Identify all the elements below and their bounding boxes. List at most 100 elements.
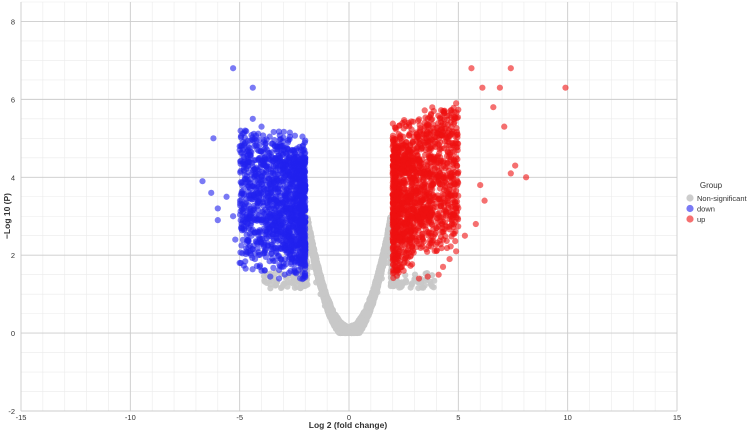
point-down <box>208 190 214 196</box>
point-non-significant <box>326 312 332 318</box>
point-down <box>264 240 270 246</box>
point-down <box>268 233 274 239</box>
point-down <box>199 178 205 184</box>
point-down <box>288 259 294 265</box>
point-down <box>273 236 279 242</box>
point-down <box>232 237 238 243</box>
point-down <box>252 256 258 262</box>
point-down <box>269 159 275 165</box>
point-non-significant <box>378 264 384 270</box>
point-down <box>299 169 305 175</box>
point-down <box>302 237 308 243</box>
point-down <box>246 195 252 201</box>
point-down <box>247 176 253 182</box>
point-non-significant <box>321 284 327 290</box>
point-non-significant <box>280 281 286 287</box>
point-down <box>245 159 251 165</box>
point-down <box>284 250 290 256</box>
point-up <box>426 198 432 204</box>
point-down <box>292 207 298 213</box>
point-down <box>238 217 244 223</box>
point-down <box>296 162 302 168</box>
point-down <box>268 189 274 195</box>
point-up <box>448 243 454 249</box>
point-down <box>300 142 306 148</box>
point-down <box>281 263 287 269</box>
point-down <box>258 182 264 188</box>
point-down <box>275 189 281 195</box>
point-down <box>244 221 250 227</box>
point-down <box>264 209 270 215</box>
point-down <box>302 156 308 162</box>
point-down <box>261 139 267 145</box>
point-down <box>270 265 276 271</box>
point-down <box>249 266 255 272</box>
point-down <box>237 260 243 266</box>
point-down <box>215 205 221 211</box>
point-down <box>260 250 266 256</box>
point-down <box>258 124 264 130</box>
point-down <box>250 116 256 122</box>
point-down <box>215 217 221 223</box>
point-down <box>297 217 303 223</box>
point-down <box>278 143 284 149</box>
point-non-significant <box>317 291 323 297</box>
point-down <box>241 129 247 135</box>
point-non-significant <box>429 283 435 289</box>
point-down <box>302 150 308 156</box>
point-down <box>271 179 277 185</box>
point-down <box>297 179 303 185</box>
point-down <box>250 85 256 91</box>
major-gridlines <box>21 2 677 411</box>
point-down <box>267 274 273 280</box>
point-down <box>281 174 287 180</box>
point-non-significant <box>359 319 365 325</box>
point-down <box>276 275 282 281</box>
point-down <box>269 255 275 261</box>
point-non-significant <box>333 320 339 326</box>
point-down <box>276 129 282 135</box>
point-non-significant <box>403 277 409 283</box>
point-non-significant <box>322 303 328 309</box>
point-non-significant <box>358 326 364 332</box>
point-non-significant <box>272 282 278 288</box>
point-non-significant <box>370 301 376 307</box>
point-non-significant <box>312 254 318 260</box>
point-down <box>299 276 305 282</box>
point-down <box>210 135 216 141</box>
point-down <box>294 229 300 235</box>
point-non-significant <box>309 264 315 270</box>
point-down <box>280 135 286 141</box>
point-non-significant <box>352 325 358 331</box>
point-down <box>230 213 236 219</box>
point-down <box>252 230 258 236</box>
point-down <box>263 229 269 235</box>
point-down <box>258 240 264 246</box>
point-down <box>285 146 291 152</box>
point-down <box>299 263 305 269</box>
point-down <box>245 244 251 250</box>
point-down <box>296 252 302 258</box>
point-down <box>257 148 263 154</box>
point-down <box>287 155 293 161</box>
point-non-significant <box>313 279 319 285</box>
point-down <box>255 206 261 212</box>
point-down <box>298 194 304 200</box>
point-down <box>237 198 243 204</box>
point-down <box>281 245 287 251</box>
point-down <box>223 194 229 200</box>
point-non-significant <box>346 329 352 335</box>
point-non-significant <box>308 238 314 244</box>
point-down <box>256 217 262 223</box>
point-non-significant <box>422 283 428 289</box>
point-down <box>302 177 308 183</box>
point-down <box>238 180 244 186</box>
point-down <box>246 150 252 156</box>
point-down <box>287 134 293 140</box>
point-down <box>251 171 257 177</box>
point-non-significant <box>408 285 414 291</box>
point-down <box>278 162 284 168</box>
point-down <box>238 190 244 196</box>
point-non-significant <box>379 275 385 281</box>
